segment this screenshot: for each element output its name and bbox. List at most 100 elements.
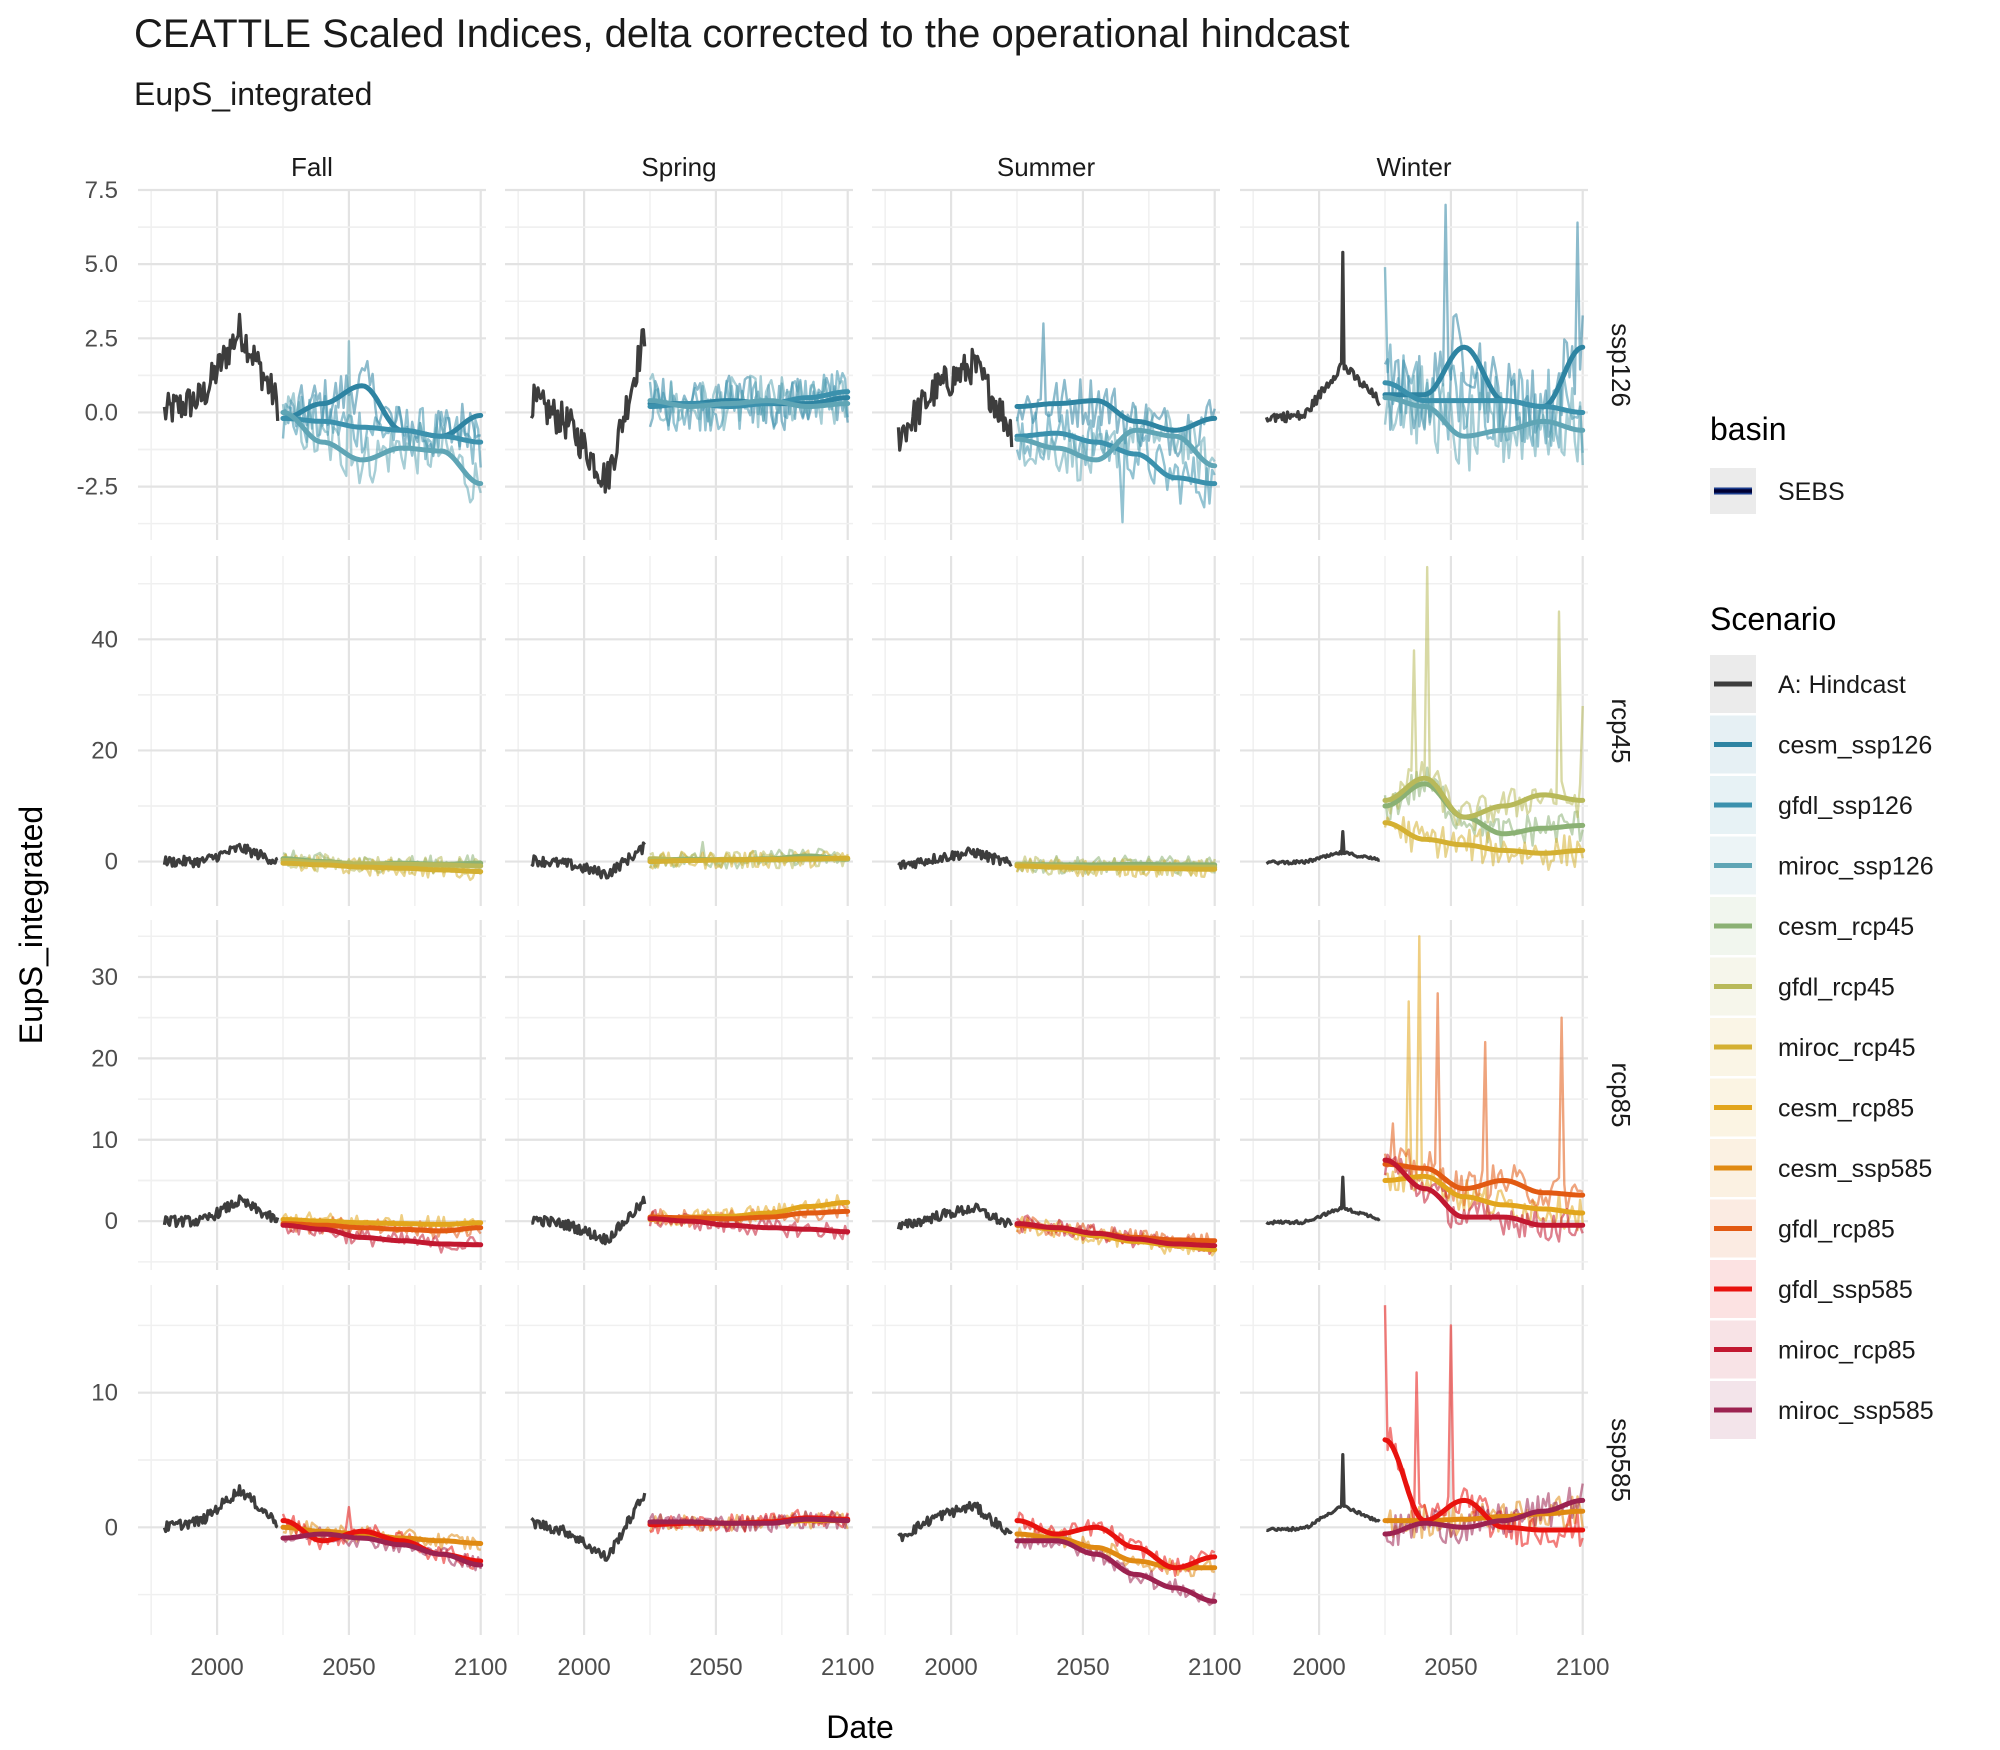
- panel-rcp85-Fall: [138, 920, 486, 1270]
- strip-label-ssp126: ssp126: [1606, 323, 1636, 407]
- x-tick-label: 2100: [454, 1654, 507, 1681]
- panel-ssp585-Summer: [872, 1285, 1220, 1635]
- panel-ssp126-Winter: [1240, 188, 1588, 540]
- series-smooth-miroc_rcp45: [647, 855, 851, 865]
- legend-label-gfdl_rcp45: gfdl_rcp45: [1778, 974, 1895, 1002]
- y-tick-label: 2.5: [85, 325, 118, 352]
- series-line-hindcast: [1264, 250, 1381, 424]
- panel-ssp126-Spring: [505, 188, 853, 540]
- legend-label-gfdl_rcp85: gfdl_rcp85: [1778, 1216, 1895, 1244]
- series-smooth-gfdl_rcp85: [1382, 1161, 1586, 1198]
- series-smooth-miroc_ssp126: [647, 398, 851, 409]
- panel-rcp85-Spring: [505, 920, 853, 1270]
- x-tick-label: 2050: [689, 1654, 742, 1681]
- x-tick-label: 2050: [322, 1654, 375, 1681]
- panel-ssp126-Fall: [138, 188, 486, 540]
- strip-label-Spring: Spring: [641, 152, 716, 182]
- series-line-hindcast: [529, 328, 647, 494]
- series-raw-miroc_rcp45: [1383, 816, 1584, 871]
- legend-title-scenario: Scenario: [1710, 601, 1836, 637]
- series-line-hindcast: [162, 1194, 280, 1229]
- legend-label-miroc_rcp45: miroc_rcp45: [1778, 1034, 1916, 1062]
- series-smooth-miroc_rcp85: [1382, 1157, 1586, 1228]
- series-smooth-miroc_ssp126: [1382, 395, 1586, 439]
- strip-label-Fall: Fall: [291, 152, 333, 182]
- panel-rcp45-Summer: [872, 556, 1220, 906]
- series-smooth-gfdl_rcp45: [1382, 775, 1586, 820]
- series-line-hindcast: [162, 312, 280, 423]
- series-raw-cesm_rcp85: [1384, 935, 1584, 1232]
- x-tick-label: 2100: [1556, 1654, 1609, 1681]
- y-tick-label: 5.0: [85, 251, 118, 278]
- legend-label-cesm_ssp126: cesm_ssp126: [1778, 732, 1932, 760]
- y-tick-label: 7.5: [85, 177, 118, 204]
- series-line-hindcast: [1265, 1175, 1381, 1226]
- series-raw-miroc_ssp126: [1383, 365, 1584, 472]
- legend-label-cesm_ssp585: cesm_ssp585: [1778, 1155, 1932, 1183]
- series-smooth-miroc_rcp85: [1014, 1221, 1218, 1249]
- x-tick-label: 2100: [821, 1654, 874, 1681]
- legend-label-cesm_rcp85: cesm_rcp85: [1778, 1095, 1914, 1123]
- y-tick-label: 20: [91, 1045, 118, 1072]
- series-line-hindcast: [162, 1484, 279, 1534]
- x-tick-label: 2100: [1188, 1654, 1241, 1681]
- y-tick-label: 30: [91, 964, 118, 991]
- x-tick-label: 2000: [190, 1654, 243, 1681]
- series-smooth-gfdl_ssp585: [1382, 1437, 1586, 1533]
- series-line-hindcast: [530, 841, 646, 880]
- series-smooth-miroc_rcp85: [280, 1222, 484, 1248]
- strip-label-ssp585: ssp585: [1606, 1418, 1636, 1502]
- series-smooth-cesm_ssp126: [1382, 344, 1586, 409]
- strip-label-Winter: Winter: [1376, 152, 1451, 182]
- strip-label-Summer: Summer: [997, 152, 1096, 182]
- series-smooth-miroc_ssp585: [1014, 1538, 1218, 1604]
- series-smooth-miroc_ssp126: [1014, 427, 1218, 469]
- x-tick-label: 2000: [557, 1654, 610, 1681]
- panel-rcp85-Winter: [1240, 920, 1588, 1270]
- series-raw-miroc_ssp126: [281, 340, 482, 504]
- strip-label-rcp85: rcp85: [1606, 1062, 1636, 1127]
- panel-ssp585-Fall: [138, 1285, 486, 1635]
- legend-title-basin: basin: [1710, 411, 1787, 447]
- series-line-hindcast: [1265, 829, 1381, 866]
- series-smooth-miroc_ssp585: [280, 1531, 484, 1568]
- legend-label-A: Hindcast: A: Hindcast: [1778, 671, 1906, 699]
- series-smooth-gfdl_ssp585: [1014, 1518, 1218, 1571]
- panel-ssp585-Spring: [505, 1285, 853, 1635]
- series-smooth-miroc_ssp585: [1382, 1497, 1586, 1537]
- series-smooth-cesm_rcp85: [1382, 1173, 1586, 1216]
- series-line-hindcast: [896, 347, 1014, 452]
- panel-rcp45-Winter: [1240, 556, 1588, 906]
- series-smooth-cesm_rcp45: [1382, 781, 1586, 837]
- series-smooth-gfdl_rcp85: [647, 1208, 851, 1222]
- series-raw-gfdl_ssp585: [1383, 1305, 1584, 1548]
- legend-label-sebs: SEBS: [1778, 478, 1845, 506]
- panel-ssp126-Summer: [872, 188, 1220, 540]
- y-tick-label: 20: [91, 737, 118, 764]
- y-axis-title: EupS_integrated: [13, 806, 49, 1044]
- series-line-hindcast: [896, 1202, 1014, 1231]
- panel-ssp585-Winter: [1240, 1285, 1588, 1635]
- series-smooth-cesm_rcp85: [280, 1217, 484, 1227]
- x-axis-title: Date: [826, 1709, 894, 1745]
- series-line-hindcast: [897, 1500, 1013, 1543]
- x-tick-label: 2050: [1056, 1654, 1109, 1681]
- x-tick-label: 2050: [1424, 1654, 1477, 1681]
- legend-label-miroc_ssp585: miroc_ssp585: [1778, 1397, 1934, 1425]
- y-tick-label: 40: [91, 626, 118, 653]
- series-smooth-gfdl_rcp85: [280, 1221, 484, 1234]
- x-tick-label: 2000: [924, 1654, 977, 1681]
- x-tick-label: 2000: [1292, 1654, 1345, 1681]
- series-line-hindcast: [162, 842, 279, 869]
- series-smooth-miroc_rcp45: [280, 860, 484, 875]
- legend-label-miroc_ssp126: miroc_ssp126: [1778, 853, 1934, 881]
- series-raw-miroc_rcp85: [1383, 1153, 1584, 1243]
- series-line-hindcast: [1266, 1452, 1381, 1533]
- y-tick-label: 10: [91, 1127, 118, 1154]
- legend-label-miroc_rcp85: miroc_rcp85: [1778, 1337, 1916, 1365]
- series-line-hindcast: [531, 1195, 647, 1246]
- legend-label-cesm_rcp45: cesm_rcp45: [1778, 913, 1914, 941]
- series-line-hindcast: [897, 846, 1013, 871]
- series-smooth-miroc_rcp45: [1014, 863, 1218, 872]
